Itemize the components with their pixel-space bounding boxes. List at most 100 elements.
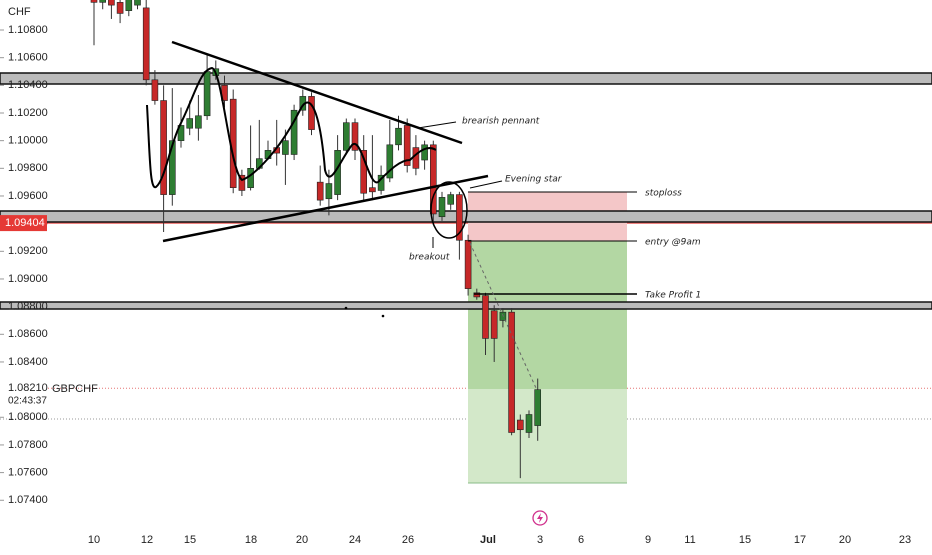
candle-body bbox=[429, 144, 437, 215]
candle-body bbox=[195, 115, 202, 129]
y-tick-label: 1.10200 bbox=[8, 107, 48, 119]
candle-body bbox=[316, 181, 324, 201]
annotation: Take Profit 1 bbox=[645, 291, 701, 301]
x-tick-label: 18 bbox=[245, 534, 257, 546]
x-tick-label: 24 bbox=[349, 534, 361, 546]
last-price-label: 1.08210 bbox=[8, 382, 48, 394]
y-tick-label: 1.08600 bbox=[8, 328, 48, 340]
last-price-bg bbox=[0, 381, 48, 396]
y-tick-label: 1.09800 bbox=[8, 162, 48, 174]
y-tick-label: 1.07800 bbox=[8, 439, 48, 451]
candle-body bbox=[360, 150, 368, 194]
candle-body bbox=[490, 310, 498, 339]
x-tick-label: 3 bbox=[537, 534, 543, 546]
symbol-label: GBPCHF bbox=[52, 383, 98, 395]
candle-body bbox=[464, 239, 472, 289]
candle-body bbox=[247, 168, 254, 188]
candle-body bbox=[134, 0, 141, 6]
candle-body bbox=[395, 127, 402, 146]
x-tick-label: 11 bbox=[684, 534, 695, 546]
y-tick-label: 1.07600 bbox=[8, 467, 48, 479]
y-tick-label: 1.07400 bbox=[8, 494, 48, 506]
trend-curve bbox=[146, 66, 437, 189]
candle-body bbox=[482, 295, 489, 339]
candle-body bbox=[534, 389, 542, 426]
candle-body bbox=[177, 125, 185, 141]
y-tick-label: 1.09000 bbox=[8, 273, 48, 285]
highlight-circle bbox=[430, 181, 468, 239]
x-tick-label: 26 bbox=[402, 534, 414, 546]
event-icon-bolt bbox=[537, 513, 543, 523]
candle-body bbox=[447, 194, 455, 205]
annotation: brearish pennant bbox=[462, 117, 540, 127]
marked-price-tag bbox=[0, 215, 47, 232]
profit-zone-extended bbox=[468, 389, 627, 483]
x-tick-label: 9 bbox=[645, 534, 651, 546]
arrow bbox=[417, 121, 457, 129]
candle-body bbox=[186, 118, 193, 129]
currency-label: CHF bbox=[8, 6, 31, 18]
candle-body bbox=[369, 187, 376, 193]
candle-body bbox=[116, 2, 124, 14]
candle-body bbox=[99, 0, 106, 3]
pennant-upper bbox=[171, 40, 463, 145]
candle-body bbox=[412, 147, 420, 169]
x-tick-label: 12 bbox=[141, 534, 153, 546]
dot bbox=[381, 314, 385, 318]
candle-body bbox=[351, 122, 359, 151]
x-tick-label: 23 bbox=[899, 534, 911, 546]
x-tick-label: 20 bbox=[296, 534, 308, 546]
candle-body bbox=[516, 419, 524, 431]
candle-body bbox=[342, 122, 350, 151]
candle-body bbox=[308, 96, 315, 130]
y-tick-label: 1.10400 bbox=[8, 79, 48, 91]
candle-body bbox=[90, 0, 98, 3]
candles bbox=[90, 0, 542, 479]
x-tick-label: 15 bbox=[184, 534, 196, 546]
candle-body bbox=[125, 0, 133, 11]
time-axis: 10 12 15 18 20 24 26 Jul 3 6 9 11 15 17 20 23 bbox=[88, 534, 911, 546]
candle-body bbox=[108, 0, 115, 6]
annotation: Evening star bbox=[505, 175, 563, 185]
y-tick-label: 1.08400 bbox=[8, 356, 48, 368]
candle-body bbox=[403, 125, 411, 166]
resistance-zone bbox=[0, 72, 932, 85]
candle-body bbox=[325, 183, 333, 200]
pennant-lower bbox=[162, 174, 489, 243]
candle-body bbox=[151, 79, 159, 101]
candle-body bbox=[473, 292, 481, 298]
candle-body bbox=[438, 197, 446, 218]
candle-body bbox=[142, 7, 150, 81]
y-tick-label: 1.08800 bbox=[8, 301, 48, 313]
y-tick-label: 1.10000 bbox=[8, 135, 48, 147]
x-tick-label: Jul bbox=[480, 534, 496, 546]
dot bbox=[344, 306, 348, 310]
projection bbox=[469, 242, 537, 389]
y-tick-label: 1.09600 bbox=[8, 190, 48, 202]
price-axis: 1.10800 1.10600 1.10400 1.10200 1.10000 1.098… bbox=[0, 24, 48, 506]
arrow bbox=[469, 180, 503, 189]
candle-body bbox=[282, 140, 289, 155]
y-tick-label: 1.10600 bbox=[8, 52, 48, 64]
candle-body bbox=[238, 174, 246, 191]
x-tick-label: 15 bbox=[739, 534, 751, 546]
candle-body bbox=[169, 140, 176, 195]
y-tick-label: 1.08000 bbox=[8, 411, 48, 423]
candle-body bbox=[160, 100, 167, 195]
candle-body bbox=[421, 144, 428, 161]
candle-body bbox=[290, 109, 298, 155]
candle-body bbox=[386, 144, 394, 179]
x-tick-label: 10 bbox=[88, 534, 100, 546]
annotation: entry @9am bbox=[645, 238, 701, 248]
annotation: breakout bbox=[409, 253, 450, 263]
target-zone bbox=[0, 301, 932, 310]
x-tick-label: 6 bbox=[578, 534, 584, 546]
candle-body bbox=[508, 311, 515, 433]
x-tick-label: 17 bbox=[794, 534, 806, 546]
y-tick-label: 1.10800 bbox=[8, 24, 48, 36]
annotation: stoploss bbox=[645, 189, 682, 199]
x-tick-label: 20 bbox=[839, 534, 851, 546]
candle-body bbox=[525, 414, 533, 433]
countdown: 02:43:37 bbox=[8, 396, 47, 407]
